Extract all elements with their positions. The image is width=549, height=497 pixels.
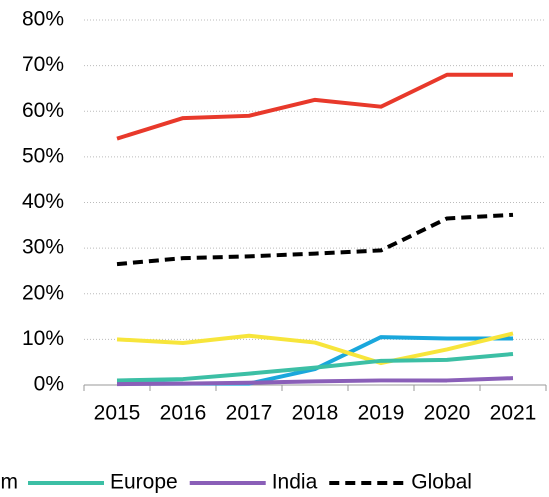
x-tick-label: 2019 [358,402,405,425]
y-tick-label: 70% [22,53,64,76]
x-tick-label: 2021 [490,402,537,425]
series-line [116,351,514,383]
x-tick-label: 2017 [226,402,273,425]
y-tick-label: 80% [22,8,64,31]
x-tick-label: 2016 [160,402,207,425]
y-tick-label: 60% [22,99,64,122]
legend-label: India [272,471,318,494]
y-tick-label: 50% [22,144,64,167]
legend-label: Europe [110,471,178,494]
x-tick-label: 2015 [94,402,141,425]
y-tick-label: 10% [22,327,64,350]
legend-label: Global [411,471,472,494]
y-tick-label: 20% [22,281,64,304]
series-line [116,212,514,267]
y-tick-label: 0% [34,373,64,396]
x-tick-label: 2020 [424,402,471,425]
series-line [116,331,514,366]
x-tick-label: 2018 [292,402,339,425]
y-tick-label: 30% [22,236,64,259]
series-line [116,72,513,141]
y-tick-label: 40% [22,190,64,213]
legend-label: m [1,471,19,494]
series-line [116,376,514,387]
